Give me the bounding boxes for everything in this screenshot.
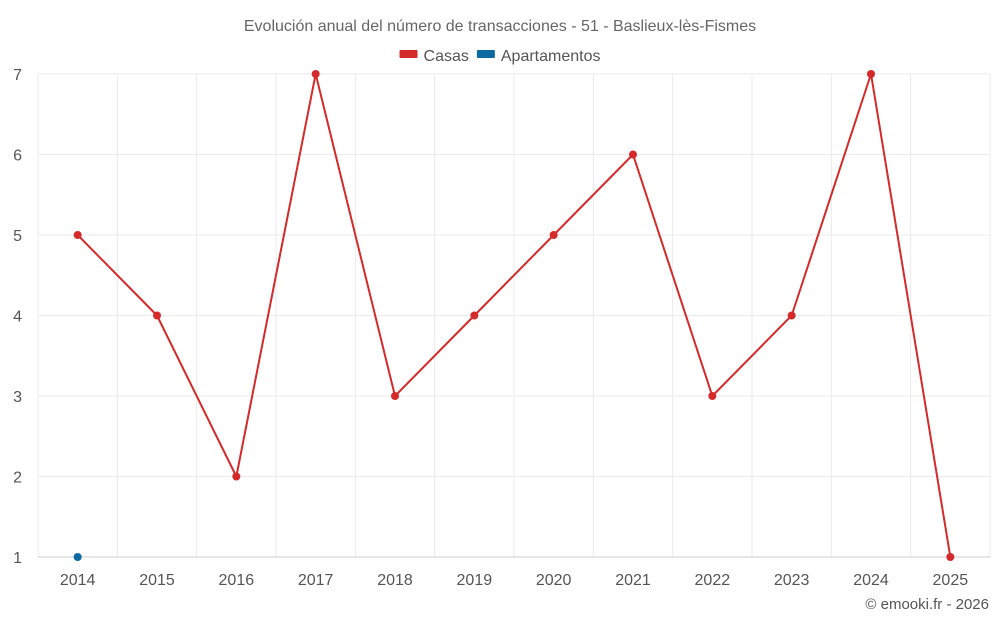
data-point-casas bbox=[867, 70, 875, 78]
x-axis: 2014 2015 2016 2017 2018 2019 2020 2021 2022 2023… bbox=[60, 572, 968, 589]
x-tick-label: 2023 bbox=[774, 572, 810, 589]
x-tick-label: 2019 bbox=[457, 572, 493, 589]
legend-swatch bbox=[476, 50, 495, 58]
legend: Casas Apartamentos bbox=[399, 48, 601, 65]
x-tick-label: 2020 bbox=[536, 572, 572, 589]
data-point-casas bbox=[232, 472, 241, 481]
x-tick-label: 2021 bbox=[615, 572, 651, 589]
data-point-casas bbox=[311, 70, 320, 78]
y-tick-label: 2 bbox=[13, 470, 22, 487]
y-tick-label: 3 bbox=[13, 389, 22, 406]
y-tick-label: 6 bbox=[13, 148, 22, 165]
legend-swatch bbox=[399, 50, 418, 58]
series-line-casas bbox=[76, 73, 952, 558]
data-point-casas bbox=[629, 150, 637, 159]
y-tick-label: 7 bbox=[13, 67, 22, 84]
data-point-casas bbox=[787, 311, 796, 320]
x-tick-label: 2024 bbox=[853, 572, 889, 589]
series-layer bbox=[73, 70, 955, 561]
x-tick-label: 2018 bbox=[377, 572, 413, 589]
data-point-casas bbox=[73, 231, 82, 239]
data-point-casas bbox=[153, 311, 161, 320]
data-point-apartamentos bbox=[73, 553, 82, 561]
y-tick-label: 5 bbox=[13, 228, 22, 245]
legend-item-apartamentos: Apartamentos bbox=[476, 48, 601, 65]
legend-item-casas: Casas bbox=[399, 48, 469, 65]
x-tick-label: 2014 bbox=[60, 572, 96, 589]
x-tick-label: 2015 bbox=[139, 572, 175, 589]
legend-label: Casas bbox=[424, 48, 469, 65]
y-tick-label: 4 bbox=[13, 309, 22, 326]
data-point-casas bbox=[946, 553, 955, 561]
y-tick-label: 1 bbox=[13, 550, 22, 567]
x-tick-label: 2022 bbox=[695, 572, 731, 589]
x-tick-label: 2016 bbox=[219, 572, 255, 589]
data-point-casas bbox=[391, 392, 399, 400]
chart-title: Evolución anual del número de transaccio… bbox=[244, 18, 756, 35]
x-tick-label: 2017 bbox=[298, 572, 334, 589]
credit-text: © emooki.fr - 2026 bbox=[865, 596, 989, 613]
x-tick-label: 2025 bbox=[933, 572, 969, 589]
data-point-casas bbox=[470, 311, 479, 320]
data-point-casas bbox=[708, 392, 717, 400]
legend-label: Apartamentos bbox=[501, 48, 601, 65]
data-point-casas bbox=[549, 231, 558, 239]
y-axis: 1 2 3 4 5 6 7 bbox=[13, 67, 22, 567]
